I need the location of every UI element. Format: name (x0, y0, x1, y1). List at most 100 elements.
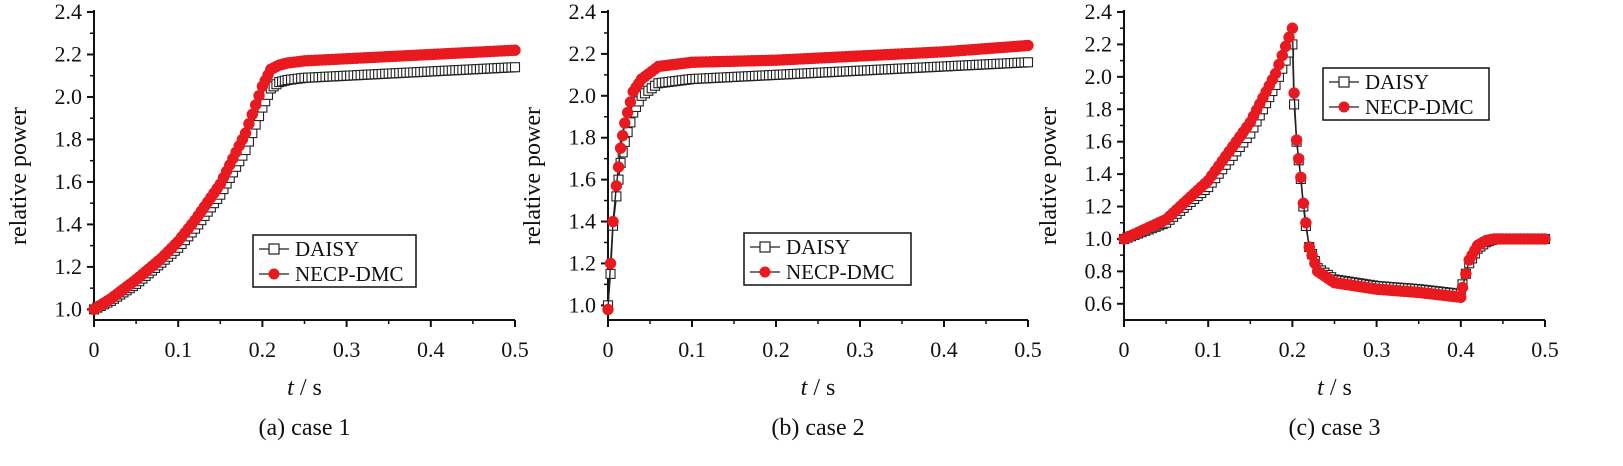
y-tick-label: 0.6 (1085, 291, 1113, 316)
legend-label: NECP-DMC (295, 262, 404, 286)
x-axis-unit: / s (807, 375, 835, 401)
data-point-square (1022, 57, 1034, 68)
series-necp-dmc (88, 44, 521, 316)
x-axis-label: t / s (1317, 375, 1352, 401)
y-tick-label: 1.6 (55, 169, 83, 194)
x-tick-label: 0.5 (501, 337, 529, 362)
data-point-circle (1022, 39, 1034, 52)
legend-box (1322, 67, 1490, 121)
x-tick-label: 0.4 (930, 337, 958, 362)
data-point-circle (1290, 134, 1303, 146)
data-point-circle (1456, 281, 1469, 294)
x-tick-label: 0.2 (1279, 337, 1307, 362)
chart-panel-3: 0 0.1 0.2 0.3 0.4 0.5 0.6 0.8 1.0 1.2 1.4 1.6 1.8 2.0… (1036, 0, 1559, 441)
y-tick-label: 2.2 (569, 41, 597, 66)
data-point-circle (1300, 216, 1312, 229)
panel-caption: (c) case 3 (1289, 415, 1381, 441)
legend-box (743, 232, 912, 286)
chart-panel-1: 0 0.1 0.2 0.3 0.4 0.5 1.0 1.2 1.4 1.6 1.8 2.0 2.2 2.4… (6, 0, 529, 441)
y-axis-label: relative power (1036, 107, 1062, 245)
x-axis-unit: / s (1324, 375, 1352, 401)
y-tick-label: 1.4 (1085, 161, 1113, 186)
x-axis-variable: t (1317, 375, 1325, 401)
y-tick-label: 1.2 (1085, 194, 1113, 219)
data-point-circle (1297, 197, 1310, 210)
legend-marker-circle (1338, 101, 1350, 113)
data-point-circle (621, 106, 634, 119)
y-tick-label: 2.0 (55, 84, 83, 109)
legend-marker-square (759, 241, 771, 253)
x-tick-label: 0.3 (1363, 337, 1391, 362)
data-point-circle (1288, 87, 1300, 99)
x-tick-label: 0.1 (678, 337, 706, 362)
y-tick-label: 1.6 (1085, 129, 1113, 154)
y-axis-label: relative power (520, 107, 546, 245)
y-axis-label: relative power (6, 107, 32, 245)
x-tick-label: 0.5 (1014, 337, 1042, 362)
legend-label: DAISY (786, 235, 850, 259)
y-tick-label: 1.0 (569, 292, 597, 317)
data-point-circle (616, 129, 629, 142)
data-point-circle (607, 215, 619, 228)
legend-label: DAISY (1365, 70, 1429, 94)
x-tick-label: 0.1 (164, 337, 192, 362)
y-tick-label: 1.8 (1085, 96, 1113, 121)
y-tick-label: 1.8 (55, 126, 83, 151)
x-axis-unit: / s (294, 375, 322, 401)
data-point-circle (612, 161, 625, 173)
legend-label: NECP-DMC (786, 260, 895, 284)
x-tick-label: 0.2 (762, 337, 790, 362)
legend-box (252, 234, 417, 288)
y-tick-label: 1.6 (569, 167, 597, 192)
panel-caption: (a) case 1 (259, 415, 351, 441)
x-axis-label: t / s (801, 375, 836, 401)
y-tick-label: 1.4 (569, 209, 597, 234)
x-tick-label: 0.1 (1194, 337, 1222, 362)
y-tick-label: 1.0 (55, 296, 83, 321)
legend-marker-square (268, 243, 280, 255)
x-tick-label: 0.2 (249, 337, 277, 362)
legend-label: DAISY (295, 237, 359, 261)
legend-marker-circle (759, 266, 771, 278)
legend-marker-circle (268, 268, 280, 280)
x-tick-label: 0 (1119, 337, 1130, 362)
data-point-circle (1292, 152, 1305, 165)
y-tick-label: 2.2 (55, 41, 83, 66)
y-tick-label: 2.2 (1085, 31, 1113, 56)
panel-caption: (b) case 2 (771, 415, 864, 441)
y-tick-label: 1.8 (569, 125, 597, 150)
x-axis-variable: t (287, 375, 295, 401)
data-point-circle (624, 96, 637, 108)
legend-label: NECP-DMC (1365, 95, 1474, 119)
series-necp-dmc (1118, 22, 1551, 304)
data-point-circle (509, 44, 521, 56)
y-tick-label: 2.0 (569, 83, 597, 108)
y-tick-label: 2.4 (569, 0, 597, 24)
x-tick-label: 0.3 (333, 337, 361, 362)
x-tick-label: 0 (89, 337, 100, 362)
y-tick-label: 1.0 (1085, 226, 1113, 251)
data-point-circle (619, 117, 631, 129)
y-tick-label: 0.8 (1085, 258, 1113, 283)
x-tick-label: 0.4 (1447, 337, 1475, 362)
data-point-circle (602, 303, 614, 316)
y-tick-label: 1.2 (55, 254, 83, 279)
data-point-circle (1295, 171, 1307, 184)
x-tick-label: 0.3 (846, 337, 874, 362)
chart-panel-2: 0 0.1 0.2 0.3 0.4 0.5 1.0 1.2 1.4 1.6 1.8 2.0 2.2 2.4… (520, 0, 1042, 441)
data-point-circle (610, 180, 623, 192)
data-point-circle (604, 257, 617, 270)
data-point-circle (614, 142, 627, 154)
x-tick-label: 0.5 (1531, 337, 1559, 362)
data-point-circle (1460, 268, 1472, 280)
series-necp-dmc (602, 39, 1034, 316)
y-tick-label: 2.4 (1085, 0, 1113, 24)
data-point-circle (1455, 291, 1467, 304)
data-point-square (509, 62, 521, 73)
data-point-circle (1539, 233, 1551, 245)
data-point-circle (1286, 22, 1299, 34)
